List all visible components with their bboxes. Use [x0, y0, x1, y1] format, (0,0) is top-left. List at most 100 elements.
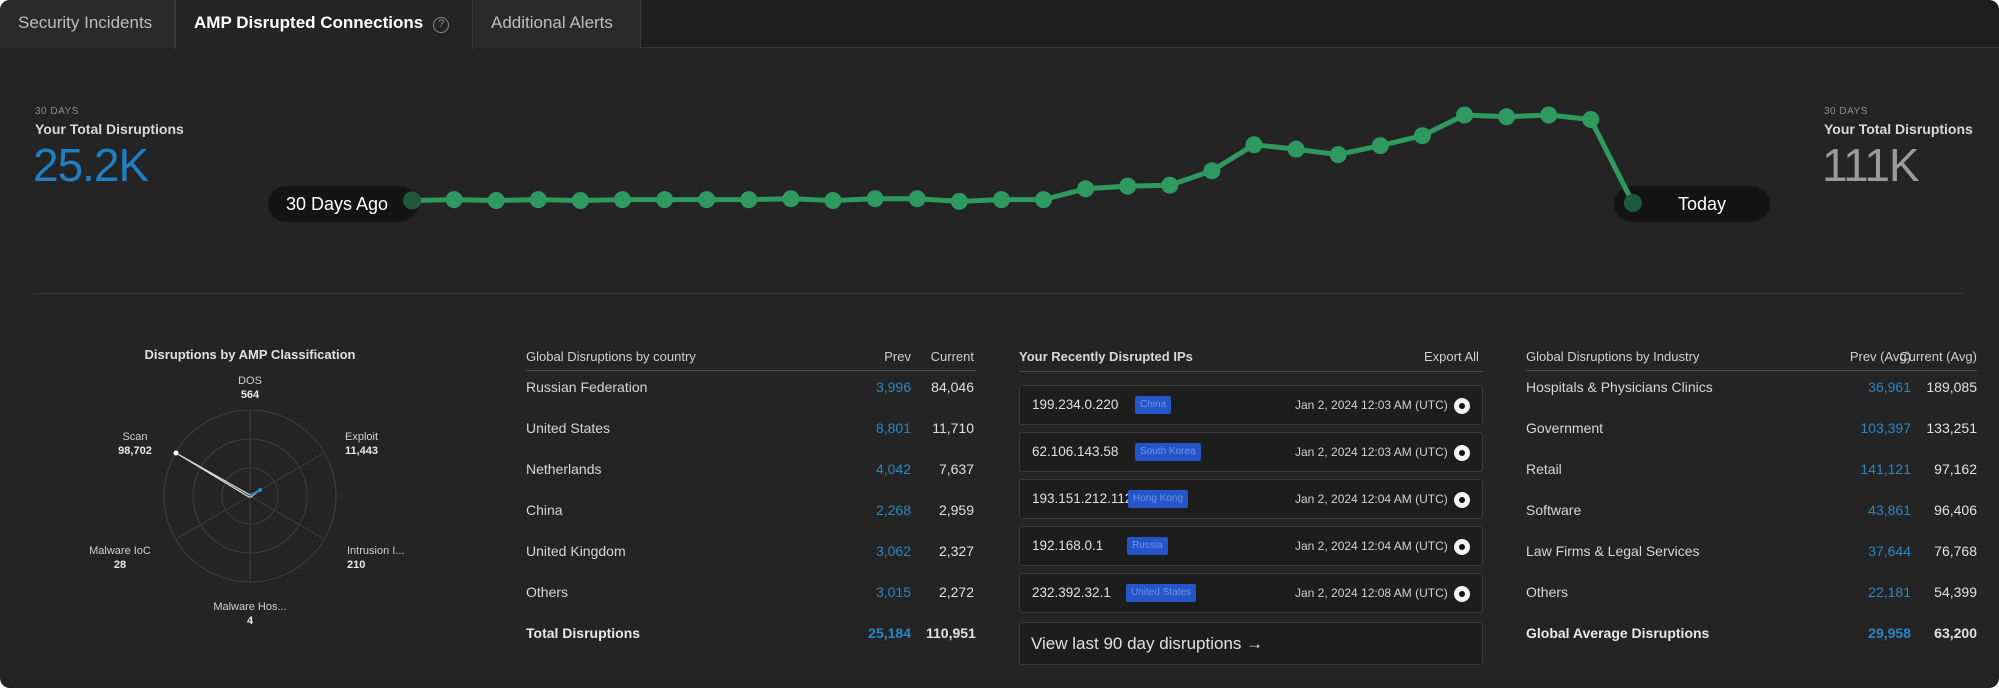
row-prev-link[interactable]: 4,042: [875, 461, 911, 477]
ip-address: 62.106.143.58: [1032, 444, 1119, 459]
radar-label-exploit: Exploit 11,443: [345, 430, 378, 458]
axis-value: 4: [246, 615, 254, 627]
radar-label-intrusion: Intrusion I... 210: [347, 544, 404, 572]
table-row: Law Firms & Legal Services 37,644 76,768: [1526, 543, 1977, 584]
radar-spoke: [175, 495, 251, 540]
axis-name: Intrusion I...: [347, 545, 405, 557]
row-name: Others: [1526, 584, 1569, 600]
help-icon[interactable]: ?: [433, 17, 450, 33]
trend-start-pill: 30 Days Ago: [268, 186, 418, 222]
trend-point: [1498, 108, 1516, 126]
row-prev-link[interactable]: 3,996: [875, 379, 911, 395]
trend-series-line: [411, 112, 1636, 205]
trend-point: [614, 191, 631, 209]
tab-amp-disrupted-connections[interactable]: AMP Disrupted Connections?: [175, 0, 473, 49]
tab-additional-alerts[interactable]: Additional Alerts: [473, 0, 641, 48]
eye-icon[interactable]: [1454, 586, 1470, 602]
row-current: 2,327: [938, 543, 974, 559]
view-90-day-button[interactable]: View last 90 day disruptions →: [1019, 622, 1483, 665]
trend-start-label: 30 Days Ago: [286, 194, 389, 214]
country-tag: United States: [1126, 584, 1197, 602]
radar-label-malware-host: Malware Hos... 4: [200, 600, 300, 628]
row-name: United Kingdom: [526, 543, 626, 559]
summary-right-label: Your Total Disruptions: [1824, 121, 1973, 137]
ip-row[interactable]: 62.106.143.58 South Korea Jan 2, 2024 12:0…: [1019, 432, 1483, 472]
summary-right-value: 111K: [1822, 139, 1920, 191]
col-current-avg: Current (Avg): [1899, 349, 1977, 364]
row-name: Others: [526, 584, 569, 600]
trend-point: [908, 190, 926, 208]
row-name: Government: [1526, 420, 1604, 436]
trend-point: [698, 191, 716, 209]
table-row: Hospitals & Physicians Clinics 36,961 189,…: [1526, 379, 1977, 420]
row-current: 84,046: [931, 379, 974, 395]
axis-name: Malware Hos...: [213, 601, 287, 613]
eye-icon[interactable]: [1454, 492, 1470, 508]
row-prev-link[interactable]: 8,801: [875, 420, 911, 436]
ip-row[interactable]: 192.168.0.1 Russia Jan 2, 2024 12:04 AM (U…: [1019, 526, 1483, 566]
row-prev-link[interactable]: 3,062: [875, 543, 911, 559]
row-prev-link[interactable]: 3,015: [875, 584, 911, 600]
trend-point: [950, 192, 968, 210]
section-divider: [34, 293, 1964, 294]
tab-security-incidents[interactable]: Security Incidents: [0, 0, 175, 48]
ip-row[interactable]: 193.151.212.112 Hong Kong Jan 2, 2024 12:0…: [1019, 479, 1483, 519]
table-total-row: Global Average Disruptions 29,958 63,200: [1526, 625, 1977, 666]
disruption-time: Jan 2, 2024 12:03 AM (UTC): [1295, 445, 1448, 459]
row-prev-link[interactable]: 22,181: [1868, 584, 1911, 600]
table-row: United Kingdom 3,062 2,327: [526, 543, 976, 584]
eye-icon[interactable]: [1454, 445, 1470, 461]
export-all-link[interactable]: Export All: [1424, 349, 1479, 364]
radar-label-scan: Scan 98,702: [110, 430, 160, 458]
row-prev-link[interactable]: 141,121: [1860, 461, 1911, 477]
classification-radar-chart: [163, 410, 337, 583]
row-current: 2,959: [938, 502, 974, 518]
trend-point: [571, 192, 589, 209]
recent-ips-title: Your Recently Disrupted IPs: [1019, 349, 1193, 364]
eye-icon[interactable]: [1454, 398, 1470, 414]
table-total-row: Total Disruptions 25,184 110,951: [526, 625, 976, 666]
row-prev-link[interactable]: 2,268: [875, 502, 911, 518]
eye-icon[interactable]: [1454, 539, 1470, 555]
row-prev-link[interactable]: 29,958: [1868, 625, 1911, 641]
row-current: 63,200: [1934, 625, 1977, 641]
summary-right-period: 30 DAYS: [1824, 106, 1868, 117]
row-prev-link[interactable]: 37,644: [1868, 543, 1911, 559]
country-table: Global Disruptions by country Prev Curre…: [526, 347, 976, 647]
row-prev-link[interactable]: 103,397: [1860, 420, 1911, 436]
ip-address: 193.151.212.112: [1032, 491, 1133, 506]
row-name: Hospitals & Physicians Clinics: [1526, 379, 1713, 395]
row-name: Russian Federation: [526, 379, 648, 395]
summary-left-period: 30 DAYS: [35, 106, 79, 117]
row-current: 133,251: [1926, 420, 1977, 436]
row-prev-link[interactable]: 43,861: [1868, 502, 1911, 518]
trend-point: [1371, 137, 1389, 155]
row-current: 7,637: [938, 461, 974, 477]
trend-point: [1119, 177, 1137, 195]
trend-point: [1203, 162, 1221, 180]
trend-point: [403, 191, 421, 210]
classification-title: Disruptions by AMP Classification: [144, 347, 356, 362]
trend-point: [1456, 106, 1473, 124]
row-current: 76,768: [1934, 543, 1977, 559]
row-current: 54,399: [1934, 584, 1977, 600]
trend-point: [1035, 191, 1052, 209]
disruption-time: Jan 2, 2024 12:03 AM (UTC): [1295, 398, 1448, 412]
trend-point: [1245, 136, 1263, 154]
trend-point: [1287, 140, 1305, 158]
disruption-time: Jan 2, 2024 12:04 AM (UTC): [1295, 492, 1448, 506]
ip-row[interactable]: 199.234.0.220 China Jan 2, 2024 12:03 AM (…: [1019, 385, 1483, 425]
row-prev-link[interactable]: 36,961: [1868, 379, 1911, 395]
trend-point: [1329, 146, 1347, 164]
trend-end-label: Today: [1677, 194, 1727, 214]
trend-point: [866, 190, 884, 208]
row-prev-link[interactable]: 25,184: [868, 625, 911, 641]
trend-point: [1623, 194, 1642, 212]
radar-label-dos: DOS 564: [220, 374, 280, 402]
axis-name: Malware IoC: [89, 545, 151, 557]
trend-point: [1413, 127, 1431, 145]
ip-row[interactable]: 232.392.32.1 United States Jan 2, 2024 12:…: [1019, 573, 1483, 613]
row-current: 110,951: [926, 625, 976, 641]
trend-point: [1161, 176, 1179, 194]
